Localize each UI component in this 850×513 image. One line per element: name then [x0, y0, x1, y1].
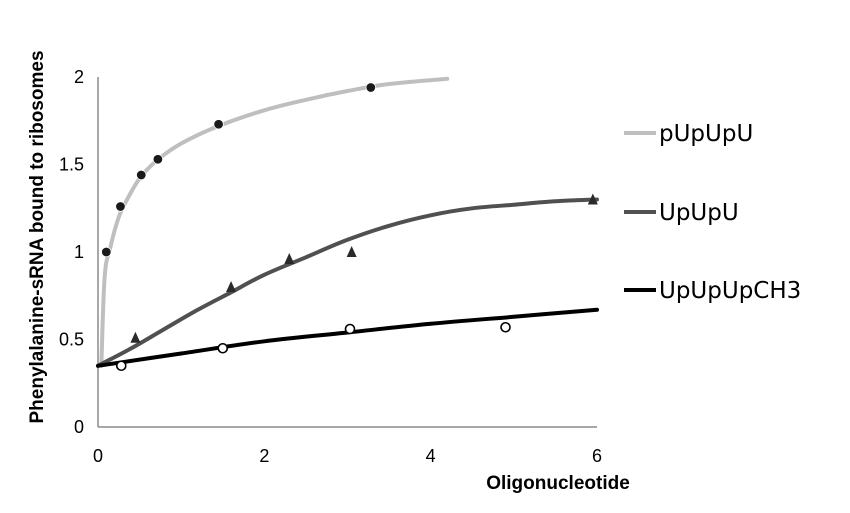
data-point	[500, 321, 511, 333]
legend: pUpUpU UpUpU UpUpUpCH3	[624, 121, 801, 304]
data-point	[344, 323, 356, 335]
y-tick-label: 0	[74, 417, 84, 437]
series-line-1	[96, 197, 599, 368]
y-axis-title: Phenylalanine-sRNA bound to ribosomes	[27, 50, 48, 423]
data-point	[130, 331, 141, 343]
data-point	[284, 253, 295, 264]
legend-label: pUpUpU	[659, 121, 753, 147]
series-markers	[101, 82, 598, 372]
y-tick-label: 1	[74, 242, 84, 262]
x-tick-label: 2	[259, 446, 269, 466]
x-tick-label: 4	[426, 446, 436, 466]
series-curves	[96, 76, 599, 368]
data-point	[115, 360, 127, 372]
data-point	[346, 246, 357, 257]
data-point	[365, 82, 376, 93]
legend-label: UpUpUpCH3	[659, 278, 801, 304]
data-point	[101, 246, 112, 258]
legend-label: UpUpU	[659, 200, 739, 226]
data-point	[217, 342, 229, 354]
data-point	[152, 154, 164, 165]
data-point	[115, 201, 126, 212]
tick-labels: 0 2 4 6 0 0.5 1 1.5 2	[59, 67, 602, 466]
x-tick-label: 0	[93, 446, 103, 466]
x-tick-label: 6	[592, 446, 602, 466]
y-tick-label: 0.5	[59, 330, 84, 350]
x-axis-title: Oligonucleotide	[486, 473, 630, 494]
y-tick-label: 1.5	[59, 155, 84, 175]
data-point	[226, 281, 237, 292]
data-point	[587, 193, 598, 205]
series-line-0	[99, 76, 450, 368]
axes	[97, 77, 597, 428]
series-line-2	[96, 307, 599, 368]
data-point	[136, 169, 147, 181]
y-tick-label: 2	[74, 67, 84, 87]
data-point	[213, 119, 224, 130]
